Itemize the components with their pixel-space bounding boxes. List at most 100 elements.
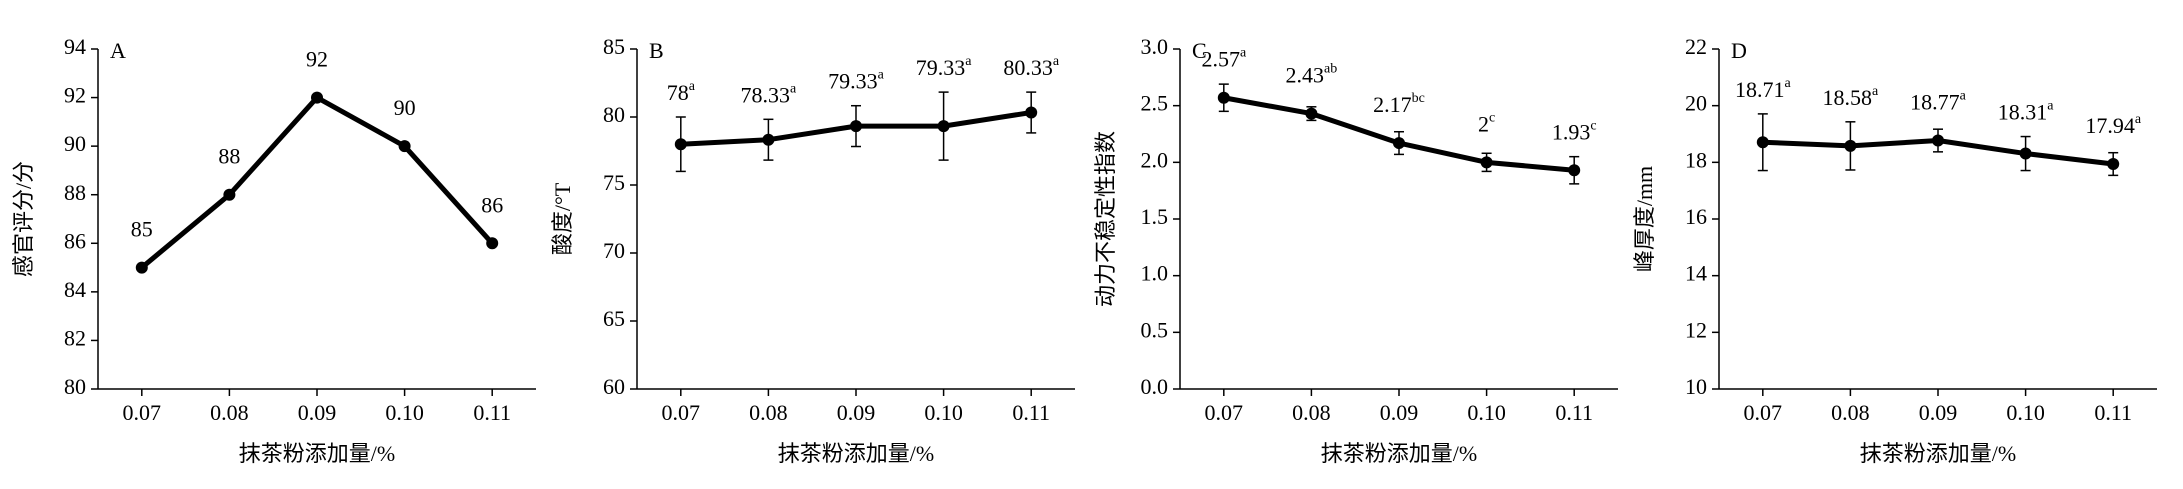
y-tick-label: 3.0 (1141, 34, 1169, 59)
data-label: 88 (218, 144, 240, 169)
data-label-value: 86 (481, 192, 503, 217)
x-tick-label: 0.11 (473, 400, 511, 425)
y-tick-label: 60 (603, 374, 625, 399)
data-label-value: 79.33 (916, 55, 966, 80)
data-label-value: 18.71 (1735, 77, 1785, 102)
significance-letter: a (2047, 99, 2054, 114)
data-label: 86 (481, 192, 503, 217)
x-tick-label: 0.09 (1919, 400, 1958, 425)
data-label-value: 2.17 (1373, 92, 1412, 117)
point (762, 133, 775, 146)
data-label-value: 2.43 (1286, 63, 1325, 88)
x-tick-label: 0.09 (1380, 400, 1419, 425)
point (1568, 164, 1581, 177)
point (1217, 91, 1230, 104)
x-tick-label: 0.11 (1555, 400, 1593, 425)
x-axis-label: 抹茶粉添加量/% (778, 441, 934, 466)
significance-letter: a (878, 68, 885, 83)
point (1756, 136, 1769, 149)
y-tick-label: 82 (64, 325, 86, 350)
x-tick-label: 0.08 (1292, 400, 1331, 425)
data-label: 92 (306, 47, 328, 72)
y-tick-label: 86 (64, 228, 86, 253)
y-tick-label: 84 (64, 277, 86, 302)
y-tick-label: 92 (64, 83, 86, 108)
x-tick-label: 0.10 (1467, 400, 1506, 425)
data-label-value: 2 (1478, 111, 1489, 136)
y-tick-label: 22 (1685, 34, 1707, 59)
point (674, 138, 687, 151)
y-tick-label: 70 (603, 238, 625, 263)
point (311, 91, 323, 104)
y-axis-label: 感官评分/分 (11, 161, 36, 277)
data-label-value: 88 (218, 144, 240, 169)
data-label-value: 90 (394, 95, 416, 120)
data-label-value: 78.33 (741, 82, 791, 107)
significance-letter: a (790, 82, 797, 97)
significance-letter: a (1784, 76, 1791, 91)
data-label: 2.17bc (1373, 91, 1425, 117)
point (2107, 158, 2120, 171)
data-label-value: 18.58 (1823, 85, 1873, 110)
data-label-value: 92 (306, 47, 328, 72)
significance-letter: bc (1412, 91, 1425, 106)
x-tick-label: 0.11 (1012, 400, 1050, 425)
significance-letter: a (2135, 112, 2142, 127)
y-tick-label: 90 (64, 131, 86, 156)
data-label-value: 85 (131, 217, 153, 242)
data-label: 78.33a (741, 82, 798, 108)
data-label-value: 78 (667, 80, 689, 105)
line (140, 95, 495, 270)
x-tick-label: 0.08 (210, 400, 249, 425)
x-tick-label: 0.11 (2094, 400, 2132, 425)
significance-letter: a (1240, 46, 1247, 61)
x-tick-label: 0.08 (1831, 400, 1870, 425)
point (937, 120, 950, 133)
data-label-value: 17.94 (2085, 113, 2135, 138)
x-tick-label: 0.07 (1744, 400, 1783, 425)
data-label: 17.94a (2085, 112, 2142, 138)
point (486, 237, 499, 250)
y-tick-label: 80 (64, 374, 86, 399)
data-label: 18.77a (1910, 89, 1967, 115)
data-label: 79.33a (916, 54, 973, 80)
y-tick-label: 14 (1685, 261, 1707, 286)
x-axis-label: 抹茶粉添加量/% (1860, 441, 2016, 466)
data-label: 79.33a (828, 68, 885, 94)
point (223, 188, 236, 201)
x-tick-label: 0.10 (924, 400, 963, 425)
point (1393, 137, 1405, 150)
x-tick-label: 0.08 (749, 400, 788, 425)
point (1844, 139, 1857, 152)
data-label: 18.58a (1823, 84, 1880, 110)
point (1025, 106, 1038, 119)
x-tick-label: 0.09 (298, 400, 337, 425)
point (1305, 107, 1318, 120)
y-tick-label: 75 (603, 170, 625, 195)
data-label-value: 18.31 (1998, 100, 2048, 125)
point (1480, 156, 1493, 169)
data-label: 2.43ab (1286, 62, 1338, 88)
significance-letter: a (1960, 89, 1967, 104)
y-tick-label: 94 (64, 34, 86, 59)
data-label: 18.31a (1998, 99, 2055, 125)
x-tick-label: 0.10 (385, 400, 424, 425)
data-label: 18.71a (1735, 76, 1792, 102)
significance-letter: a (1053, 54, 1060, 69)
y-tick-label: 10 (1685, 374, 1707, 399)
significance-letter: c (1489, 111, 1495, 126)
y-tick-label: 1.0 (1141, 261, 1169, 286)
data-label-value: 80.33 (1003, 55, 1053, 80)
y-tick-label: 2.0 (1141, 147, 1169, 172)
y-tick-label: 0.0 (1141, 374, 1169, 399)
panel-label: D (1731, 38, 1747, 63)
data-label: 90 (394, 95, 416, 120)
point (135, 261, 148, 274)
data-label: 2.57a (1201, 46, 1247, 72)
significance-letter: a (689, 79, 696, 94)
data-label-value: 18.77 (1910, 90, 1960, 115)
point (1932, 134, 1944, 147)
y-tick-label: 65 (603, 306, 625, 331)
